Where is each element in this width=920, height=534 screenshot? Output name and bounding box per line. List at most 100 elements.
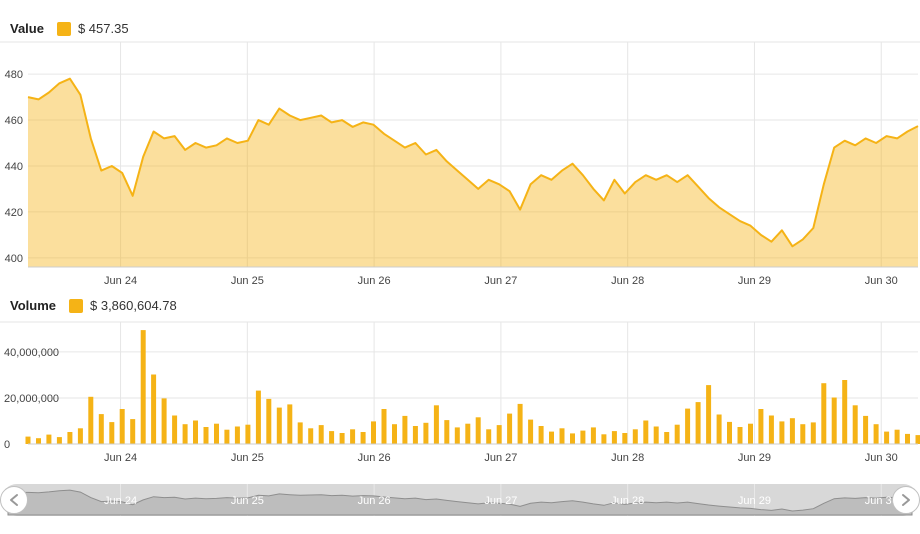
volume-bar[interactable] <box>329 431 335 444</box>
volume-bar[interactable] <box>852 405 858 444</box>
volume-bar[interactable] <box>412 426 418 444</box>
volume-bar[interactable] <box>580 430 586 444</box>
volume-bar[interactable] <box>559 428 565 444</box>
volume-bar[interactable] <box>67 432 73 444</box>
volume-bar[interactable] <box>779 421 785 444</box>
value-current-value: $ 457.35 <box>77 21 129 36</box>
volume-bar[interactable] <box>601 434 607 444</box>
volume-bar[interactable] <box>203 427 209 444</box>
volume-bar[interactable] <box>664 432 670 444</box>
volume-legend-swatch[interactable] <box>69 298 83 313</box>
volume-bar[interactable] <box>590 427 596 444</box>
volume-bar[interactable] <box>182 424 188 444</box>
volume-bar[interactable] <box>130 419 136 444</box>
volume-bar[interactable] <box>172 415 178 445</box>
volume-bar[interactable] <box>685 408 691 444</box>
volume-bar[interactable] <box>318 425 324 444</box>
volume-bar[interactable] <box>297 422 303 444</box>
volume-bar[interactable] <box>800 424 806 444</box>
volume-bar[interactable] <box>643 420 649 445</box>
volume-bar[interactable] <box>549 431 554 444</box>
volume-bar[interactable] <box>716 414 722 445</box>
volume-bar[interactable] <box>611 431 617 444</box>
volume-bar[interactable] <box>653 426 659 445</box>
volume-bar[interactable] <box>915 435 920 444</box>
volume-bar[interactable] <box>161 398 167 444</box>
volume-bar[interactable] <box>98 414 104 444</box>
volume-bar[interactable] <box>423 422 429 444</box>
volume-bar[interactable] <box>517 403 523 444</box>
volume-x-axis-label: Jun 29 <box>738 452 771 464</box>
volume-bar[interactable] <box>151 374 157 445</box>
volume-bar[interactable] <box>748 423 753 444</box>
volume-bar[interactable] <box>350 429 356 444</box>
volume-bar[interactable] <box>140 330 146 444</box>
volume-bar[interactable] <box>392 424 397 444</box>
volume-bar[interactable] <box>622 433 628 444</box>
volume-bar[interactable] <box>245 424 251 444</box>
volume-bar[interactable] <box>77 428 83 444</box>
volume-bar[interactable] <box>842 380 848 444</box>
volume-bar[interactable] <box>821 383 827 444</box>
volume-bar[interactable] <box>706 385 712 444</box>
volume-bar[interactable] <box>894 429 900 444</box>
value-legend-swatch[interactable] <box>56 21 71 36</box>
volume-bar[interactable] <box>119 409 125 444</box>
volume-bar[interactable] <box>255 390 261 444</box>
volume-bar[interactable] <box>339 433 345 444</box>
volume-x-axis-label: Jun 28 <box>611 452 644 464</box>
volume-bar[interactable] <box>810 422 816 444</box>
volume-bar[interactable] <box>88 396 94 444</box>
volume-bar[interactable] <box>475 417 481 444</box>
volume-bar[interactable] <box>454 427 460 444</box>
navigator-right-handle[interactable] <box>892 486 920 514</box>
volume-bar[interactable] <box>287 404 293 444</box>
volume-bar[interactable] <box>224 429 230 444</box>
volume-bar[interactable] <box>737 427 743 444</box>
volume-bar[interactable] <box>768 415 774 445</box>
volume-bar[interactable] <box>402 415 408 444</box>
volume-bar[interactable] <box>674 424 680 444</box>
volume-bar[interactable] <box>360 432 366 444</box>
volume-bar[interactable] <box>863 415 869 444</box>
volume-bar[interactable] <box>496 425 502 444</box>
volume-bar[interactable] <box>56 437 62 444</box>
volume-bar[interactable] <box>632 429 638 444</box>
volume-bar[interactable] <box>727 421 732 444</box>
volume-bar[interactable] <box>789 418 795 444</box>
volume-bar[interactable] <box>758 409 764 444</box>
volume-bar[interactable] <box>507 413 513 444</box>
volume-bar[interactable] <box>36 438 41 444</box>
volume-bar[interactable] <box>308 428 314 444</box>
volume-bar[interactable] <box>538 426 544 444</box>
volume-bar[interactable] <box>486 429 492 444</box>
value-x-axis-label: Jun 24 <box>104 275 137 287</box>
value-area-chart[interactable]: 400 420 440 460 480 Jun 24 Jun 25 Jun 26 Jun 27 J… <box>0 0 920 290</box>
volume-bar[interactable] <box>276 407 282 444</box>
volume-bar[interactable] <box>193 420 198 445</box>
volume-x-axis-label: Jun 24 <box>104 452 137 464</box>
volume-bar[interactable] <box>831 397 837 445</box>
navigator-left-handle[interactable] <box>0 486 28 514</box>
volume-bar[interactable] <box>873 424 879 444</box>
volume-bar[interactable] <box>109 422 115 444</box>
volume-bar[interactable] <box>905 433 910 444</box>
volume-bar[interactable] <box>371 421 376 444</box>
volume-bar-chart[interactable]: 0 20,000,000 40,000,000 Jun 24 Jun 25 Jun 26 J… <box>0 290 920 480</box>
volume-bar[interactable] <box>695 402 701 444</box>
volume-bar[interactable] <box>465 423 471 444</box>
volume-bar[interactable] <box>444 420 450 444</box>
volume-bar[interactable] <box>46 434 52 444</box>
volume-bar[interactable] <box>433 405 439 444</box>
volume-bar[interactable] <box>25 436 31 444</box>
volume-bar[interactable] <box>266 398 272 444</box>
volume-bar[interactable] <box>234 426 240 445</box>
volume-bar[interactable] <box>570 433 575 444</box>
volume-x-axis-label: Jun 25 <box>231 452 264 464</box>
navigator-date-label: Jun 24 <box>104 495 137 507</box>
volume-bar[interactable] <box>381 409 387 444</box>
volume-bar[interactable] <box>884 431 890 444</box>
range-navigator[interactable]: Jun 24 Jun 25 Jun 26 Jun 27 Jun 28 Jun 29 Jun … <box>0 480 920 524</box>
volume-bar[interactable] <box>528 419 534 444</box>
volume-bar[interactable] <box>214 423 219 444</box>
